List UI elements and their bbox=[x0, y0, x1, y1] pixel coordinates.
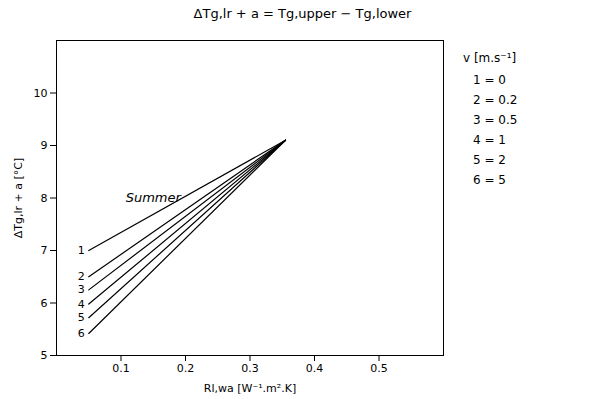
svg-text:8: 8 bbox=[41, 192, 48, 205]
html-text:2 = 0.2: 2 = 0.2 bbox=[473, 93, 518, 107]
svg-text:ΔTg,lr + a [°C]: ΔTg,lr + a [°C] bbox=[12, 158, 25, 239]
svg-text:5: 5 bbox=[78, 311, 85, 324]
html-text:3 = 0.5: 3 = 0.5 bbox=[473, 113, 518, 127]
svg-text:7: 7 bbox=[41, 244, 48, 257]
svg-text:Summer: Summer bbox=[126, 190, 183, 205]
svg-text:0.2: 0.2 bbox=[177, 362, 195, 375]
svg-text:0.3: 0.3 bbox=[241, 362, 259, 375]
svg-text:5: 5 bbox=[41, 349, 48, 362]
svg-text:10: 10 bbox=[34, 87, 48, 100]
svg-text:0.5: 0.5 bbox=[370, 362, 388, 375]
html-text:4 = 1: 4 = 1 bbox=[473, 133, 506, 147]
svg-text:9: 9 bbox=[41, 139, 48, 152]
html-text:ΔTg,lr + a = Tg,upper − Tg,low: ΔTg,lr + a = Tg,upper − Tg,lower bbox=[193, 6, 412, 21]
svg-text:0.1: 0.1 bbox=[112, 362, 130, 375]
html-text:v [m.s⁻¹]: v [m.s⁻¹] bbox=[463, 51, 517, 65]
svg-text:0.4: 0.4 bbox=[306, 362, 324, 375]
svg-text:6: 6 bbox=[78, 327, 85, 340]
html-text:6 = 5: 6 = 5 bbox=[473, 173, 506, 187]
svg-text:3: 3 bbox=[78, 283, 85, 296]
svg-text:1: 1 bbox=[78, 244, 85, 257]
html-text:1 = 0: 1 = 0 bbox=[473, 73, 506, 87]
svg-text:2: 2 bbox=[78, 270, 85, 283]
svg-text:Rl,wa [W⁻¹.m².K]: Rl,wa [W⁻¹.m².K] bbox=[204, 382, 296, 395]
html-text:5 = 2: 5 = 2 bbox=[473, 153, 506, 167]
svg-text:4: 4 bbox=[78, 298, 85, 311]
svg-text:6: 6 bbox=[41, 297, 48, 310]
